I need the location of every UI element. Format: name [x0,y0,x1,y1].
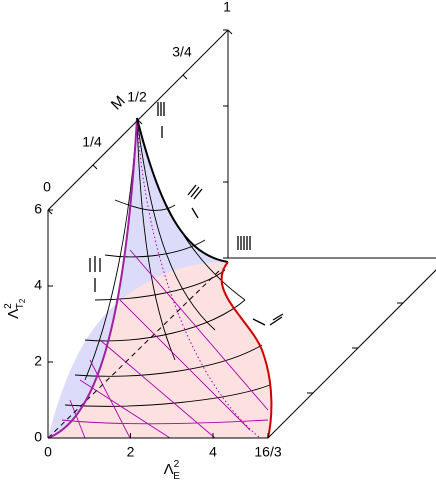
y-tick-label: 2 [34,353,42,369]
x-tick-label: 2 [127,444,135,460]
z-tick-label: 1 [223,0,231,15]
x-tick-label: 0 [44,444,52,460]
mesh-line-magenta [61,249,269,439]
surface [47,117,273,439]
spin-icon [252,313,284,326]
y-tick-label: 0 [34,429,42,445]
y_label-subsub: 2 [18,298,27,303]
z-tick-label: 1/4 [82,134,102,150]
y_label-sub: T [15,303,26,309]
x-tick-label: 4 [209,444,217,460]
spin-icon [237,236,251,250]
y_label-base: Λ [5,309,22,319]
dotted-curve [136,117,261,439]
z-tick-label: 0 [43,179,51,195]
arrows [89,102,284,326]
z-tick [182,74,188,80]
mesh-line [84,117,246,381]
z-tick [47,209,53,215]
y-tick-label: 6 [34,201,42,217]
right-boundary [220,261,273,439]
x-label: Λ2 E [164,459,181,482]
spin-icon [89,256,101,292]
z-label: M [108,93,129,114]
left-boundary [47,117,138,439]
y-tick-label: 4 [34,277,42,293]
x_label-sub: E [173,471,180,482]
y_label-sup: 2 [3,303,14,309]
y-label: Λ2T2 [3,298,27,319]
top-boundary [136,117,229,263]
x_label-base: Λ [164,461,174,478]
dashed-line [47,267,223,439]
spin-icon [187,184,203,219]
z-tick [92,164,98,170]
x_label-sup: 2 [174,459,180,470]
z-tick [137,119,143,125]
z-tick-label: 1/2 [127,89,147,105]
z-tick-label: 3/4 [172,44,192,60]
spin-icon [157,102,165,138]
z-tick [227,29,233,35]
x-tick-label: 16/3 [254,444,281,460]
